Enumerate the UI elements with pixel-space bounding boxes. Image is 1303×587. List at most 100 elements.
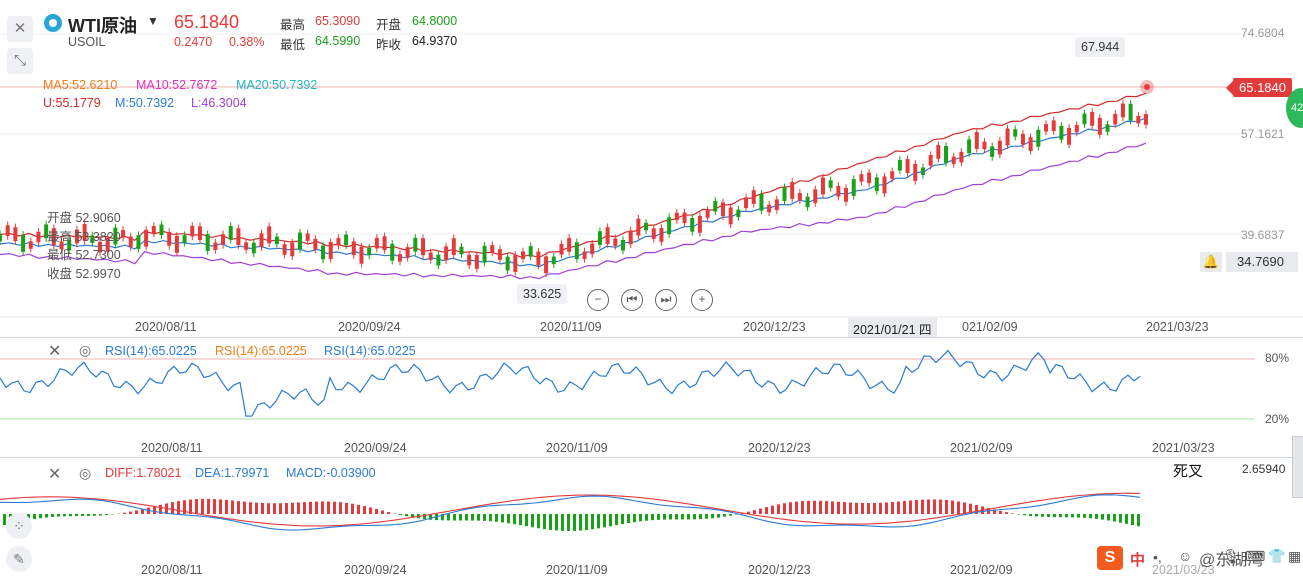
grid-icon[interactable]: ▦ (1288, 548, 1301, 565)
candle-body (959, 152, 963, 163)
candle-body (129, 237, 133, 248)
y-tick-low: 39.6837 (1241, 228, 1284, 242)
candle-body (198, 226, 202, 240)
collapse-icon[interactable]: ⤡ (7, 48, 33, 74)
candle-body (744, 197, 748, 208)
rsi-y-tick-20: 20% (1265, 412, 1289, 426)
macd-bar (663, 514, 666, 520)
zoom-in-button[interactable]: + (691, 289, 713, 311)
open-label: 开盘 (376, 14, 401, 33)
candle-body (336, 238, 340, 245)
candle-body (613, 238, 617, 245)
macd-bar (291, 503, 294, 514)
x-tick: 2021/02/09 (950, 563, 1013, 577)
x-tick: 2020/12/23 (748, 563, 811, 577)
candle-body (698, 216, 702, 233)
macd-bar (603, 514, 606, 527)
macd-bar (789, 502, 792, 514)
microphone-icon[interactable]: 🎙 (1222, 548, 1240, 565)
macd-bar (507, 514, 510, 523)
macd-bar (759, 509, 762, 514)
macd-bar (51, 514, 54, 517)
hover-low: 最低 52.7300 (47, 246, 121, 265)
candle-body (806, 197, 810, 208)
candle-body (1036, 130, 1040, 147)
candle-body (236, 228, 240, 245)
candle-body (1129, 104, 1133, 121)
macd-bar (1065, 514, 1068, 517)
candle-body (260, 233, 264, 247)
macd-bar (1047, 514, 1050, 517)
indicator-icon[interactable]: ⁘ (6, 513, 32, 539)
x-tick: 2020/12/23 (743, 320, 806, 334)
macd-bar (519, 514, 522, 525)
candle-body (1121, 104, 1125, 118)
ime-emoji-icon[interactable]: ☺ (1178, 548, 1192, 564)
macd-bar (99, 514, 102, 515)
candle-body (552, 257, 556, 264)
macd-bar (447, 514, 450, 520)
candle-body (798, 193, 802, 200)
macd-bar (321, 501, 324, 514)
candle-body (982, 142, 986, 149)
ma10-legend: MA10:52.7672 (136, 78, 217, 92)
macd-bar (1035, 514, 1038, 516)
zoom-out-button[interactable]: − (587, 289, 609, 311)
macd-bar (585, 514, 588, 530)
candle-body (583, 251, 587, 258)
shirt-icon[interactable]: 👕 (1268, 548, 1285, 565)
macd-bar (915, 500, 918, 514)
macd-bar (813, 501, 816, 514)
scroll-left-button[interactable]: ⏮ (621, 289, 643, 311)
close-icon[interactable]: ✕ (48, 341, 61, 361)
ime-punct-icon[interactable]: •, (1153, 549, 1162, 565)
macd-bar (465, 514, 468, 520)
candle-body (21, 235, 25, 252)
macd-bar (363, 506, 366, 514)
candle-body (559, 244, 563, 255)
macd-bar (897, 502, 900, 514)
bell-icon[interactable]: 🔔 (1200, 252, 1222, 272)
x-tick: 2020/08/11 (141, 563, 203, 577)
x-tick: 2020/08/11 (135, 320, 197, 334)
settings-icon[interactable]: ◎ (79, 465, 91, 482)
alert-price[interactable]: 34.7690 (1226, 252, 1298, 272)
macd-bar (129, 512, 132, 514)
macd-bar (1107, 514, 1110, 520)
candle-body (229, 226, 233, 240)
macd-bar (849, 503, 852, 514)
scroll-right-button[interactable]: ⏭ (655, 289, 677, 311)
macd-bar (1125, 514, 1128, 524)
macd-bar (699, 514, 702, 519)
macd-dea-legend: DEA:1.79971 (195, 466, 269, 480)
candle-body (267, 226, 271, 243)
candle-body (29, 241, 33, 248)
x-tick: 2020/11/09 (540, 320, 602, 334)
scrollbar-thumb[interactable] (1292, 436, 1303, 498)
candle-body (352, 241, 356, 255)
candle-body (606, 227, 610, 244)
keyboard-icon[interactable]: ⌨ (1245, 548, 1265, 565)
ime-logo[interactable]: S (1097, 546, 1123, 570)
candle-body (683, 213, 687, 224)
chevron-down-icon[interactable]: ▼ (147, 14, 159, 28)
macd-bar (717, 514, 720, 518)
macd-bar (297, 502, 300, 514)
candle-body (729, 207, 733, 224)
symbol-logo-icon (44, 14, 62, 32)
macd-bar (1023, 514, 1026, 515)
candle-body (913, 164, 917, 181)
pencil-icon[interactable]: ✎ (6, 546, 32, 572)
candle-body (852, 179, 856, 196)
macd-bar (783, 503, 786, 514)
ime-lang[interactable]: 中 (1130, 549, 1145, 570)
close-icon[interactable]: ✕ (48, 464, 61, 484)
close-icon[interactable]: ✕ (7, 16, 33, 42)
macd-bar (1089, 514, 1092, 518)
candle-body (1106, 124, 1110, 131)
macd-bar (909, 500, 912, 514)
macd-bar (513, 514, 516, 524)
candle-body (383, 236, 387, 250)
macd-bar (135, 510, 138, 514)
settings-icon[interactable]: ◎ (79, 342, 91, 359)
